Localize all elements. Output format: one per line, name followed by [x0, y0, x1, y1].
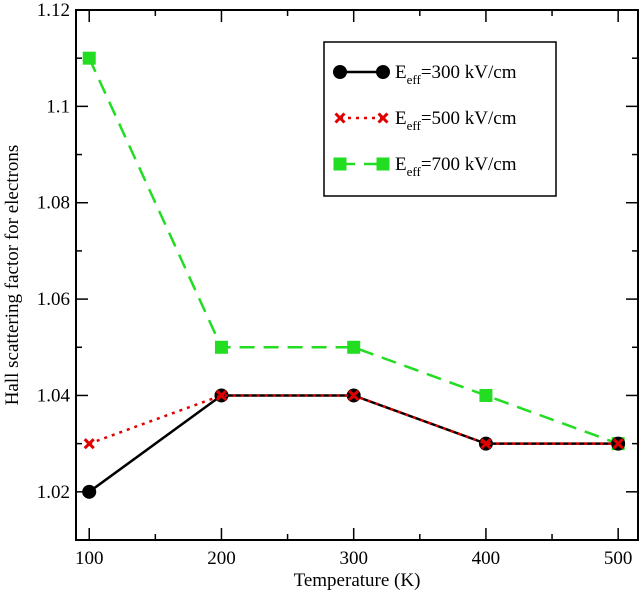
- data-point-e500: [348, 389, 360, 402]
- data-point-e500: [83, 438, 95, 450]
- legend-marker-e700: [376, 157, 390, 171]
- legend-marker-e500-stroke: [377, 112, 389, 124]
- legend-marker-e500: [377, 112, 389, 124]
- legend-marker-e500-stroke: [334, 112, 346, 124]
- legend-entry-e500: Eeff=500 kV/cm: [334, 108, 517, 133]
- data-point-e700: [479, 388, 493, 402]
- data-point-e500: [480, 438, 492, 450]
- data-point-e500-stroke: [83, 438, 95, 450]
- legend-label-sub: eff: [407, 72, 422, 87]
- y-tick-label: 1.1: [46, 96, 70, 117]
- series-layer: [82, 51, 626, 499]
- legend-marker-e700: [333, 157, 347, 171]
- x-tick-label: 100: [75, 548, 104, 569]
- x-tick-label: 300: [339, 548, 368, 569]
- legend-label-e500: Eeff=500 kV/cm: [395, 108, 517, 133]
- y-tick-label: 1.06: [37, 289, 70, 310]
- y-tick-label: 1.08: [37, 193, 70, 214]
- legend-label-sub: eff: [407, 118, 422, 133]
- legend-label-main: E: [395, 108, 407, 129]
- legend-entry-e700: Eeff=700 kV/cm: [333, 154, 517, 179]
- series-line-e500: [88, 394, 619, 445]
- legend-label-main: E: [395, 154, 407, 175]
- legend-box: [323, 41, 557, 197]
- tick-labels: 100 200 300 400 500 1.02 1.04 1.06 1.08 1.1 1.12: [37, 0, 633, 569]
- data-point-e700: [82, 51, 96, 65]
- data-point-e700: [214, 340, 228, 354]
- data-point-e500-stroke: [215, 389, 228, 402]
- y-tick-label: 1.02: [37, 482, 70, 503]
- data-point-e500: [612, 438, 624, 450]
- x-tick-label: 400: [472, 548, 501, 569]
- data-point-e500-stroke: [612, 438, 624, 450]
- data-point-e500-stroke: [348, 389, 360, 402]
- x-axis-title: Temperature (K): [294, 570, 421, 591]
- series-line-e700: [88, 57, 619, 445]
- legend-label-rest: =700 kV/cm: [421, 154, 517, 175]
- series-e500: [83, 389, 624, 450]
- legend-marker-e500: [334, 112, 346, 124]
- legend-entry-e300: Eeff=300 kV/cm: [333, 62, 517, 87]
- legend-label-rest: =500 kV/cm: [421, 108, 517, 129]
- legend-label-sub: eff: [407, 164, 422, 179]
- data-point-e700: [347, 340, 361, 354]
- legend-label-e700: Eeff=700 kV/cm: [395, 154, 517, 179]
- y-tick-label: 1.04: [37, 385, 71, 406]
- legend-marker-e300: [333, 65, 347, 79]
- series-e300: [82, 388, 626, 499]
- data-point-e500: [215, 389, 228, 402]
- legend-label-main: E: [395, 62, 407, 83]
- legend-label-rest: =300 kV/cm: [421, 62, 517, 83]
- legend-marker-e300: [376, 65, 390, 79]
- y-axis-title: Hall scattering factor for electrons: [2, 145, 23, 406]
- x-tick-label: 500: [604, 548, 633, 569]
- legend-label-e300: Eeff=300 kV/cm: [395, 62, 517, 87]
- x-tick-label: 200: [207, 548, 236, 569]
- plot-frame: [75, 9, 639, 541]
- data-point-e500-stroke: [480, 438, 492, 450]
- y-tick-label: 1.12: [37, 0, 70, 21]
- data-point-e300: [82, 484, 97, 499]
- axis-ticks: [76, 9, 638, 540]
